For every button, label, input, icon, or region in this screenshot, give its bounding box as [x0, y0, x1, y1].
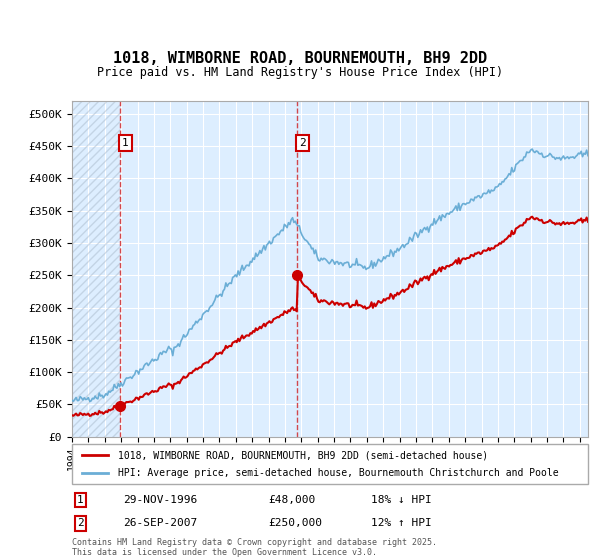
Text: 1: 1 — [77, 495, 84, 505]
Text: 18% ↓ HPI: 18% ↓ HPI — [371, 495, 432, 505]
Text: 1: 1 — [122, 138, 129, 148]
Text: 2: 2 — [299, 138, 306, 148]
Text: Price paid vs. HM Land Registry's House Price Index (HPI): Price paid vs. HM Land Registry's House … — [97, 66, 503, 80]
Text: 26-SEP-2007: 26-SEP-2007 — [124, 519, 198, 529]
Text: 12% ↑ HPI: 12% ↑ HPI — [371, 519, 432, 529]
FancyBboxPatch shape — [72, 444, 588, 484]
Text: 2: 2 — [77, 519, 84, 529]
Text: HPI: Average price, semi-detached house, Bournemouth Christchurch and Poole: HPI: Average price, semi-detached house,… — [118, 468, 559, 478]
Text: 29-NOV-1996: 29-NOV-1996 — [124, 495, 198, 505]
Text: Contains HM Land Registry data © Crown copyright and database right 2025.
This d: Contains HM Land Registry data © Crown c… — [72, 538, 437, 557]
Bar — [72, 101, 119, 437]
Text: £48,000: £48,000 — [268, 495, 316, 505]
Text: £250,000: £250,000 — [268, 519, 322, 529]
Text: 1018, WIMBORNE ROAD, BOURNEMOUTH, BH9 2DD: 1018, WIMBORNE ROAD, BOURNEMOUTH, BH9 2D… — [113, 52, 487, 66]
Text: 1018, WIMBORNE ROAD, BOURNEMOUTH, BH9 2DD (semi-detached house): 1018, WIMBORNE ROAD, BOURNEMOUTH, BH9 2D… — [118, 450, 488, 460]
